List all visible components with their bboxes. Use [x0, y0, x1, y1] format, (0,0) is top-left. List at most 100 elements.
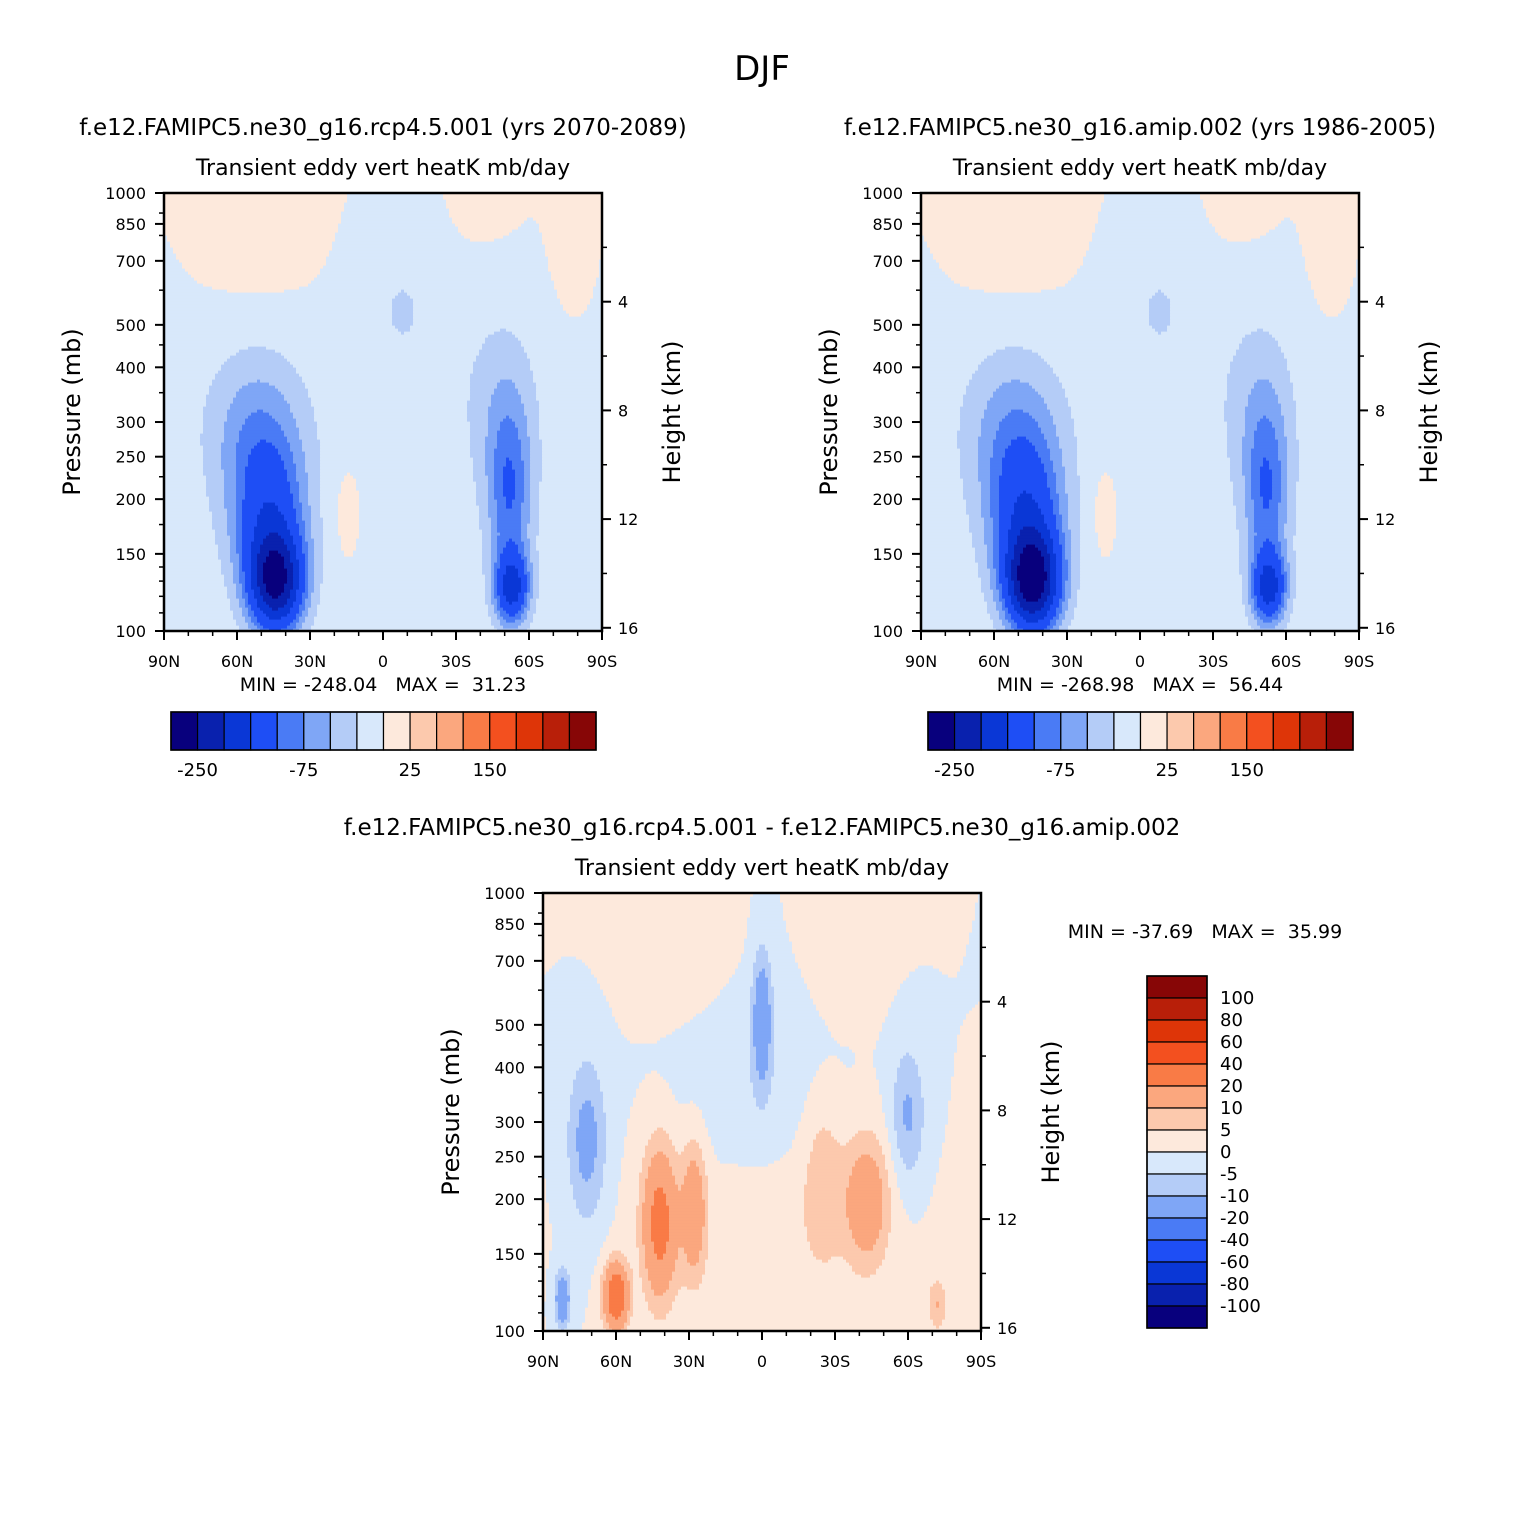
contour-cell	[1257, 604, 1279, 608]
contour-cell	[930, 1316, 946, 1320]
contour-cell	[203, 415, 228, 419]
contour-cell	[236, 394, 285, 398]
contour-cell	[630, 1265, 640, 1269]
contour-cell	[227, 517, 237, 521]
contour-cell	[639, 1271, 649, 1275]
contour-cell	[978, 436, 997, 440]
contour-cell	[1242, 436, 1255, 440]
contour-cell	[1245, 604, 1252, 608]
contour-cell	[545, 247, 603, 251]
contour-cell	[521, 457, 531, 461]
contour-cell	[1065, 541, 1072, 545]
contour-cell	[539, 580, 603, 584]
contour-cell	[1260, 577, 1279, 581]
contour-cell	[594, 1166, 604, 1170]
contour-cell	[1071, 565, 1081, 569]
contour-cell	[1227, 385, 1255, 389]
contour-cell	[539, 589, 603, 593]
contour-cell	[882, 1202, 892, 1206]
contour-cell	[1254, 577, 1261, 581]
contour-cell	[1098, 220, 1210, 224]
contour-cell	[921, 196, 1105, 200]
contour-cell	[606, 1118, 628, 1122]
contour-cell	[999, 568, 1006, 572]
contour-cell	[506, 502, 513, 506]
contour-cell	[485, 340, 522, 344]
contour-cell	[164, 586, 228, 590]
contour-cell	[164, 247, 174, 251]
contour-cell	[539, 574, 603, 578]
contour-cell	[921, 346, 1006, 350]
contour-cell	[1227, 238, 1252, 242]
contour-cell	[921, 271, 946, 275]
contour-cell	[804, 1184, 850, 1188]
contour-cell	[1284, 595, 1291, 599]
contour-cell	[945, 1292, 982, 1296]
contour-cell	[717, 1157, 781, 1161]
contour-cell	[536, 388, 603, 392]
contour-cell	[317, 427, 471, 431]
colorbar-box	[1272, 711, 1301, 751]
contour-cell	[470, 439, 486, 443]
contour-cell	[1227, 451, 1243, 455]
contour-cell	[533, 568, 540, 572]
contour-cell	[648, 1271, 673, 1275]
contour-cell	[542, 460, 603, 464]
contour-cell	[1287, 469, 1300, 473]
contour-cell	[1245, 493, 1252, 497]
contour-cell	[636, 1217, 643, 1221]
contour-cell	[260, 544, 288, 548]
contour-cell	[1077, 439, 1228, 443]
contour-cell	[317, 436, 471, 440]
contour-cell	[969, 379, 1012, 383]
contour-cell	[530, 487, 540, 491]
contour-cell	[1287, 436, 1297, 440]
contour-cell	[164, 472, 204, 476]
contour-cell	[1254, 520, 1279, 524]
contour-cell	[1002, 595, 1012, 599]
contour-cell	[810, 1151, 883, 1155]
contour-cell	[627, 1313, 634, 1317]
contour-cell	[311, 505, 321, 509]
contour-cell	[921, 625, 994, 629]
contour-cell	[1056, 565, 1063, 569]
contour-cell	[978, 442, 994, 446]
contour-cell	[467, 406, 489, 410]
contour-cell	[1053, 511, 1060, 515]
contour-cell	[873, 1247, 886, 1251]
contour-cell	[551, 277, 597, 281]
contour-cell	[1101, 202, 1204, 206]
contour-cell	[663, 1127, 709, 1131]
contour-cell	[576, 1136, 598, 1140]
contour-cell	[164, 601, 231, 605]
contour-cell	[921, 577, 982, 581]
contour-cell	[1284, 568, 1291, 572]
contour-cell	[879, 1169, 889, 1173]
contour-cell	[1041, 592, 1051, 596]
contour-cell	[654, 1193, 667, 1197]
contour-cell	[242, 523, 258, 527]
contour-cell	[603, 1271, 607, 1275]
contour-cell	[299, 571, 306, 575]
contour-cell	[1272, 493, 1282, 497]
contour-cell	[576, 1199, 598, 1203]
contour-cell	[506, 499, 513, 503]
contour-cell	[476, 484, 489, 488]
y-tick-label: 850	[115, 215, 146, 234]
contour-cell	[1254, 514, 1279, 518]
contour-cell	[603, 1169, 622, 1173]
contour-cell	[1245, 607, 1252, 611]
contour-cell	[669, 1217, 706, 1221]
contour-cell	[1290, 595, 1297, 599]
contour-cell	[960, 421, 982, 425]
contour-cell	[497, 571, 507, 575]
contour-cell	[1062, 574, 1069, 578]
contour-cell	[230, 355, 285, 359]
contour-cell	[1056, 568, 1063, 572]
contour-cell	[524, 406, 540, 410]
contour-cell	[570, 1310, 586, 1314]
contour-cell	[1116, 496, 1234, 500]
contour-cell	[1245, 406, 1282, 410]
contour-cell	[497, 499, 507, 503]
contour-cell	[1257, 532, 1279, 536]
